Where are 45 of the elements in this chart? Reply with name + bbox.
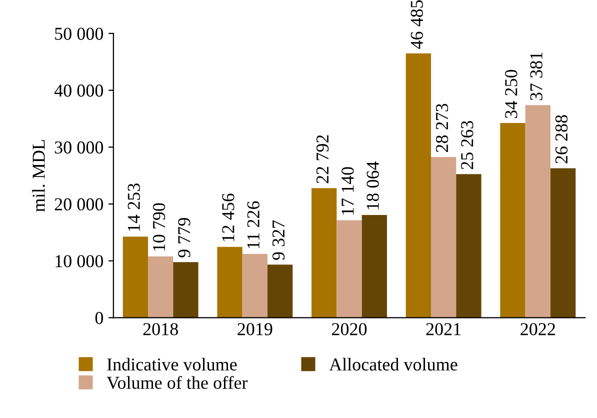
data-label: 46 485 <box>410 0 423 49</box>
data-label: 22 792 <box>316 135 329 184</box>
y-axis-title: mil. MDL <box>32 140 45 212</box>
data-label: 9 327 <box>272 220 285 260</box>
data-label: 12 456 <box>222 194 234 242</box>
y-tick-label: 50 000 <box>55 28 104 40</box>
data-label: 28 273 <box>436 104 448 152</box>
y-tick-label: 40 000 <box>54 84 104 97</box>
data-label: 18 064 <box>366 161 379 210</box>
legend-label: Allocated volume <box>329 358 458 371</box>
bar <box>406 53 431 318</box>
data-label: 10 790 <box>152 203 166 251</box>
legend-label: Volume of the offer <box>106 376 248 389</box>
x-tick-label: 2022 <box>520 323 555 336</box>
y-tick-label: 20 000 <box>54 198 104 210</box>
y-tick-label: 0 <box>95 312 104 324</box>
bar <box>362 214 387 318</box>
bar <box>550 168 576 318</box>
bar <box>500 122 526 318</box>
data-label: 26 288 <box>555 115 568 164</box>
data-label: 14 253 <box>128 184 140 231</box>
bar <box>456 174 482 318</box>
x-tick-label: 2021 <box>426 323 461 336</box>
data-label: 9 779 <box>178 218 190 258</box>
bar <box>173 262 198 318</box>
data-label: 34 250 <box>505 70 518 118</box>
x-tick-label: 2020 <box>332 323 367 336</box>
y-tick-label: 30 000 <box>54 141 104 154</box>
bar <box>242 254 268 318</box>
data-label: 37 381 <box>530 52 542 100</box>
data-label: 17 140 <box>342 167 354 214</box>
data-label: 25 263 <box>461 120 474 170</box>
x-tick-label: 2019 <box>238 323 272 336</box>
bar <box>525 105 550 318</box>
bar <box>148 256 174 318</box>
bar <box>267 264 293 318</box>
bar <box>122 236 148 318</box>
legend-label: Indicative volume <box>107 358 237 371</box>
bar <box>336 220 362 318</box>
bar <box>217 246 242 318</box>
bar <box>312 188 337 318</box>
y-tick-label: 10 000 <box>56 255 104 268</box>
bar <box>430 156 456 318</box>
data-label: 11 226 <box>247 201 260 248</box>
x-tick-label: 2018 <box>143 323 178 336</box>
